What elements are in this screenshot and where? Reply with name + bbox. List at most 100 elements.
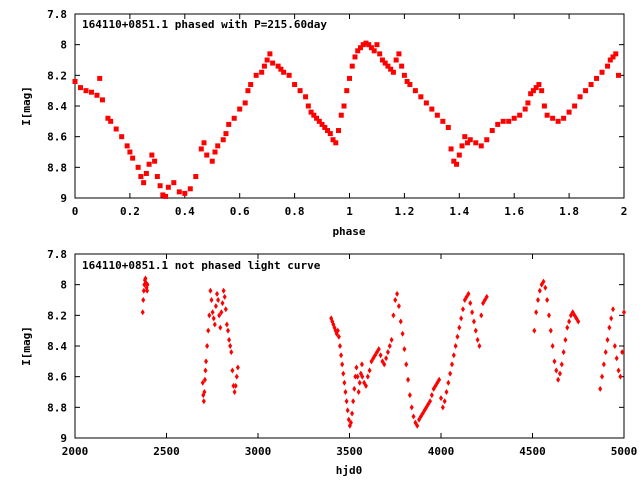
phased-data-point <box>305 103 311 109</box>
unphased-data-point <box>548 327 553 334</box>
unphased-data-point <box>437 376 442 383</box>
unphased-data-point <box>360 373 365 380</box>
unphased-data-point <box>206 327 211 334</box>
unphased-data-point <box>429 392 434 399</box>
phased-data-point <box>292 82 298 88</box>
phased-data-point <box>248 82 254 88</box>
unphased-data-points <box>140 275 626 429</box>
unphased-data-point <box>550 343 555 349</box>
phased-data-point <box>322 124 328 130</box>
unphased-data-point <box>336 333 341 340</box>
phased-data-point <box>105 115 111 121</box>
phased-data-point <box>135 164 141 170</box>
unphased-x-tick-label: 5000 <box>611 445 638 458</box>
phased-x-tick-label: 1.2 <box>394 205 414 218</box>
unphased-x-tick-label: 2500 <box>153 445 180 458</box>
unphased-data-point <box>215 290 220 297</box>
phased-data-point <box>379 57 385 63</box>
phased-data-point <box>99 97 105 103</box>
unphased-data-point <box>563 336 568 343</box>
unphased-y-tick-label: 8.8 <box>47 401 67 414</box>
phased-data-point <box>462 134 468 140</box>
unphased-y-tick-label: 7.8 <box>47 248 67 261</box>
unphased-data-point <box>556 376 561 383</box>
unphased-data-point <box>620 349 625 356</box>
phased-data-point <box>336 128 342 134</box>
phased-data-point <box>506 118 512 124</box>
phased-data-point <box>160 192 166 198</box>
phased-data-point <box>171 180 177 186</box>
unphased-data-point <box>356 389 361 395</box>
unphased-data-point <box>567 318 572 325</box>
unphased-data-point <box>601 361 606 368</box>
unphased-data-point <box>605 336 610 343</box>
unphased-data-point <box>202 376 207 383</box>
phased-data-point <box>124 143 130 149</box>
unphased-data-point <box>342 379 347 386</box>
unphased-data-point <box>344 398 349 405</box>
phased-data-point <box>605 63 611 69</box>
phased-data-point <box>311 112 317 118</box>
unphased-data-point <box>231 382 236 389</box>
phased-data-point <box>484 137 490 143</box>
phased-chart-title: 164110+0851.1 phased with P=215.60day <box>82 18 327 31</box>
phased-data-point <box>371 48 377 54</box>
unphased-data-point <box>404 361 409 368</box>
phased-data-point <box>223 131 229 137</box>
unphased-data-point <box>348 419 353 426</box>
unphased-data-point <box>470 309 475 316</box>
phased-data-point <box>478 143 484 149</box>
unphased-data-point <box>415 422 420 429</box>
phased-data-point <box>220 137 226 143</box>
unphased-data-point <box>484 293 489 300</box>
phased-x-tick-label: 0.8 <box>285 205 305 218</box>
unphased-data-point <box>428 398 433 405</box>
phased-data-point <box>357 45 363 51</box>
unphased-data-point <box>204 358 209 365</box>
unphased-data-point <box>460 306 465 313</box>
phased-data-point <box>316 118 322 124</box>
phased-data-point <box>253 72 259 78</box>
unphased-data-point <box>212 321 217 328</box>
phased-data-point <box>149 152 155 158</box>
unphased-data-point <box>557 370 562 377</box>
phased-x-tick-label: 0.6 <box>230 205 250 218</box>
unphased-x-tick-label: 4000 <box>428 445 455 458</box>
unphased-data-point <box>145 287 150 294</box>
unphased-data-point <box>561 349 566 356</box>
unphased-data-point <box>387 343 392 349</box>
phased-data-point <box>528 91 534 97</box>
unphased-data-point <box>611 306 616 313</box>
phased-y-tick-label: 8.2 <box>47 69 67 82</box>
phased-data-point <box>245 88 251 94</box>
unphased-data-point <box>376 346 381 353</box>
phased-data-point <box>201 140 207 146</box>
unphased-axis-ticks: 2000 2500 3000 3500 4000 4500 5000 7.8 8 8.2 8.4 8.… <box>47 248 637 458</box>
unphased-data-point <box>384 355 389 362</box>
unphased-data-point <box>210 309 215 316</box>
phased-data-point <box>530 88 536 94</box>
phased-data-point <box>577 94 583 100</box>
unphased-data-point <box>233 382 238 389</box>
unphased-data-point <box>341 370 346 377</box>
phased-data-point <box>517 112 523 118</box>
unphased-data-point <box>140 309 145 316</box>
unphased-data-point <box>457 324 462 331</box>
unphased-data-point <box>398 318 403 325</box>
unphased-data-point <box>232 389 237 395</box>
phased-data-point <box>275 63 281 69</box>
phased-x-tick-label: 1.4 <box>449 205 469 218</box>
unphased-data-point <box>409 404 414 411</box>
phased-x-tick-label: 0.4 <box>175 205 195 218</box>
phased-data-point <box>333 140 339 146</box>
phased-data-point <box>360 42 366 48</box>
unphased-data-point <box>200 379 205 386</box>
phased-data-point <box>594 75 600 81</box>
unphased-data-point <box>337 343 342 349</box>
unphased-y-axis-label: I[mag] <box>20 326 33 366</box>
phased-data-point <box>88 89 94 95</box>
unphased-data-point <box>234 373 239 380</box>
phased-x-tick-label: 1.6 <box>504 205 524 218</box>
phased-data-point <box>297 88 303 94</box>
phased-data-point <box>157 183 163 189</box>
